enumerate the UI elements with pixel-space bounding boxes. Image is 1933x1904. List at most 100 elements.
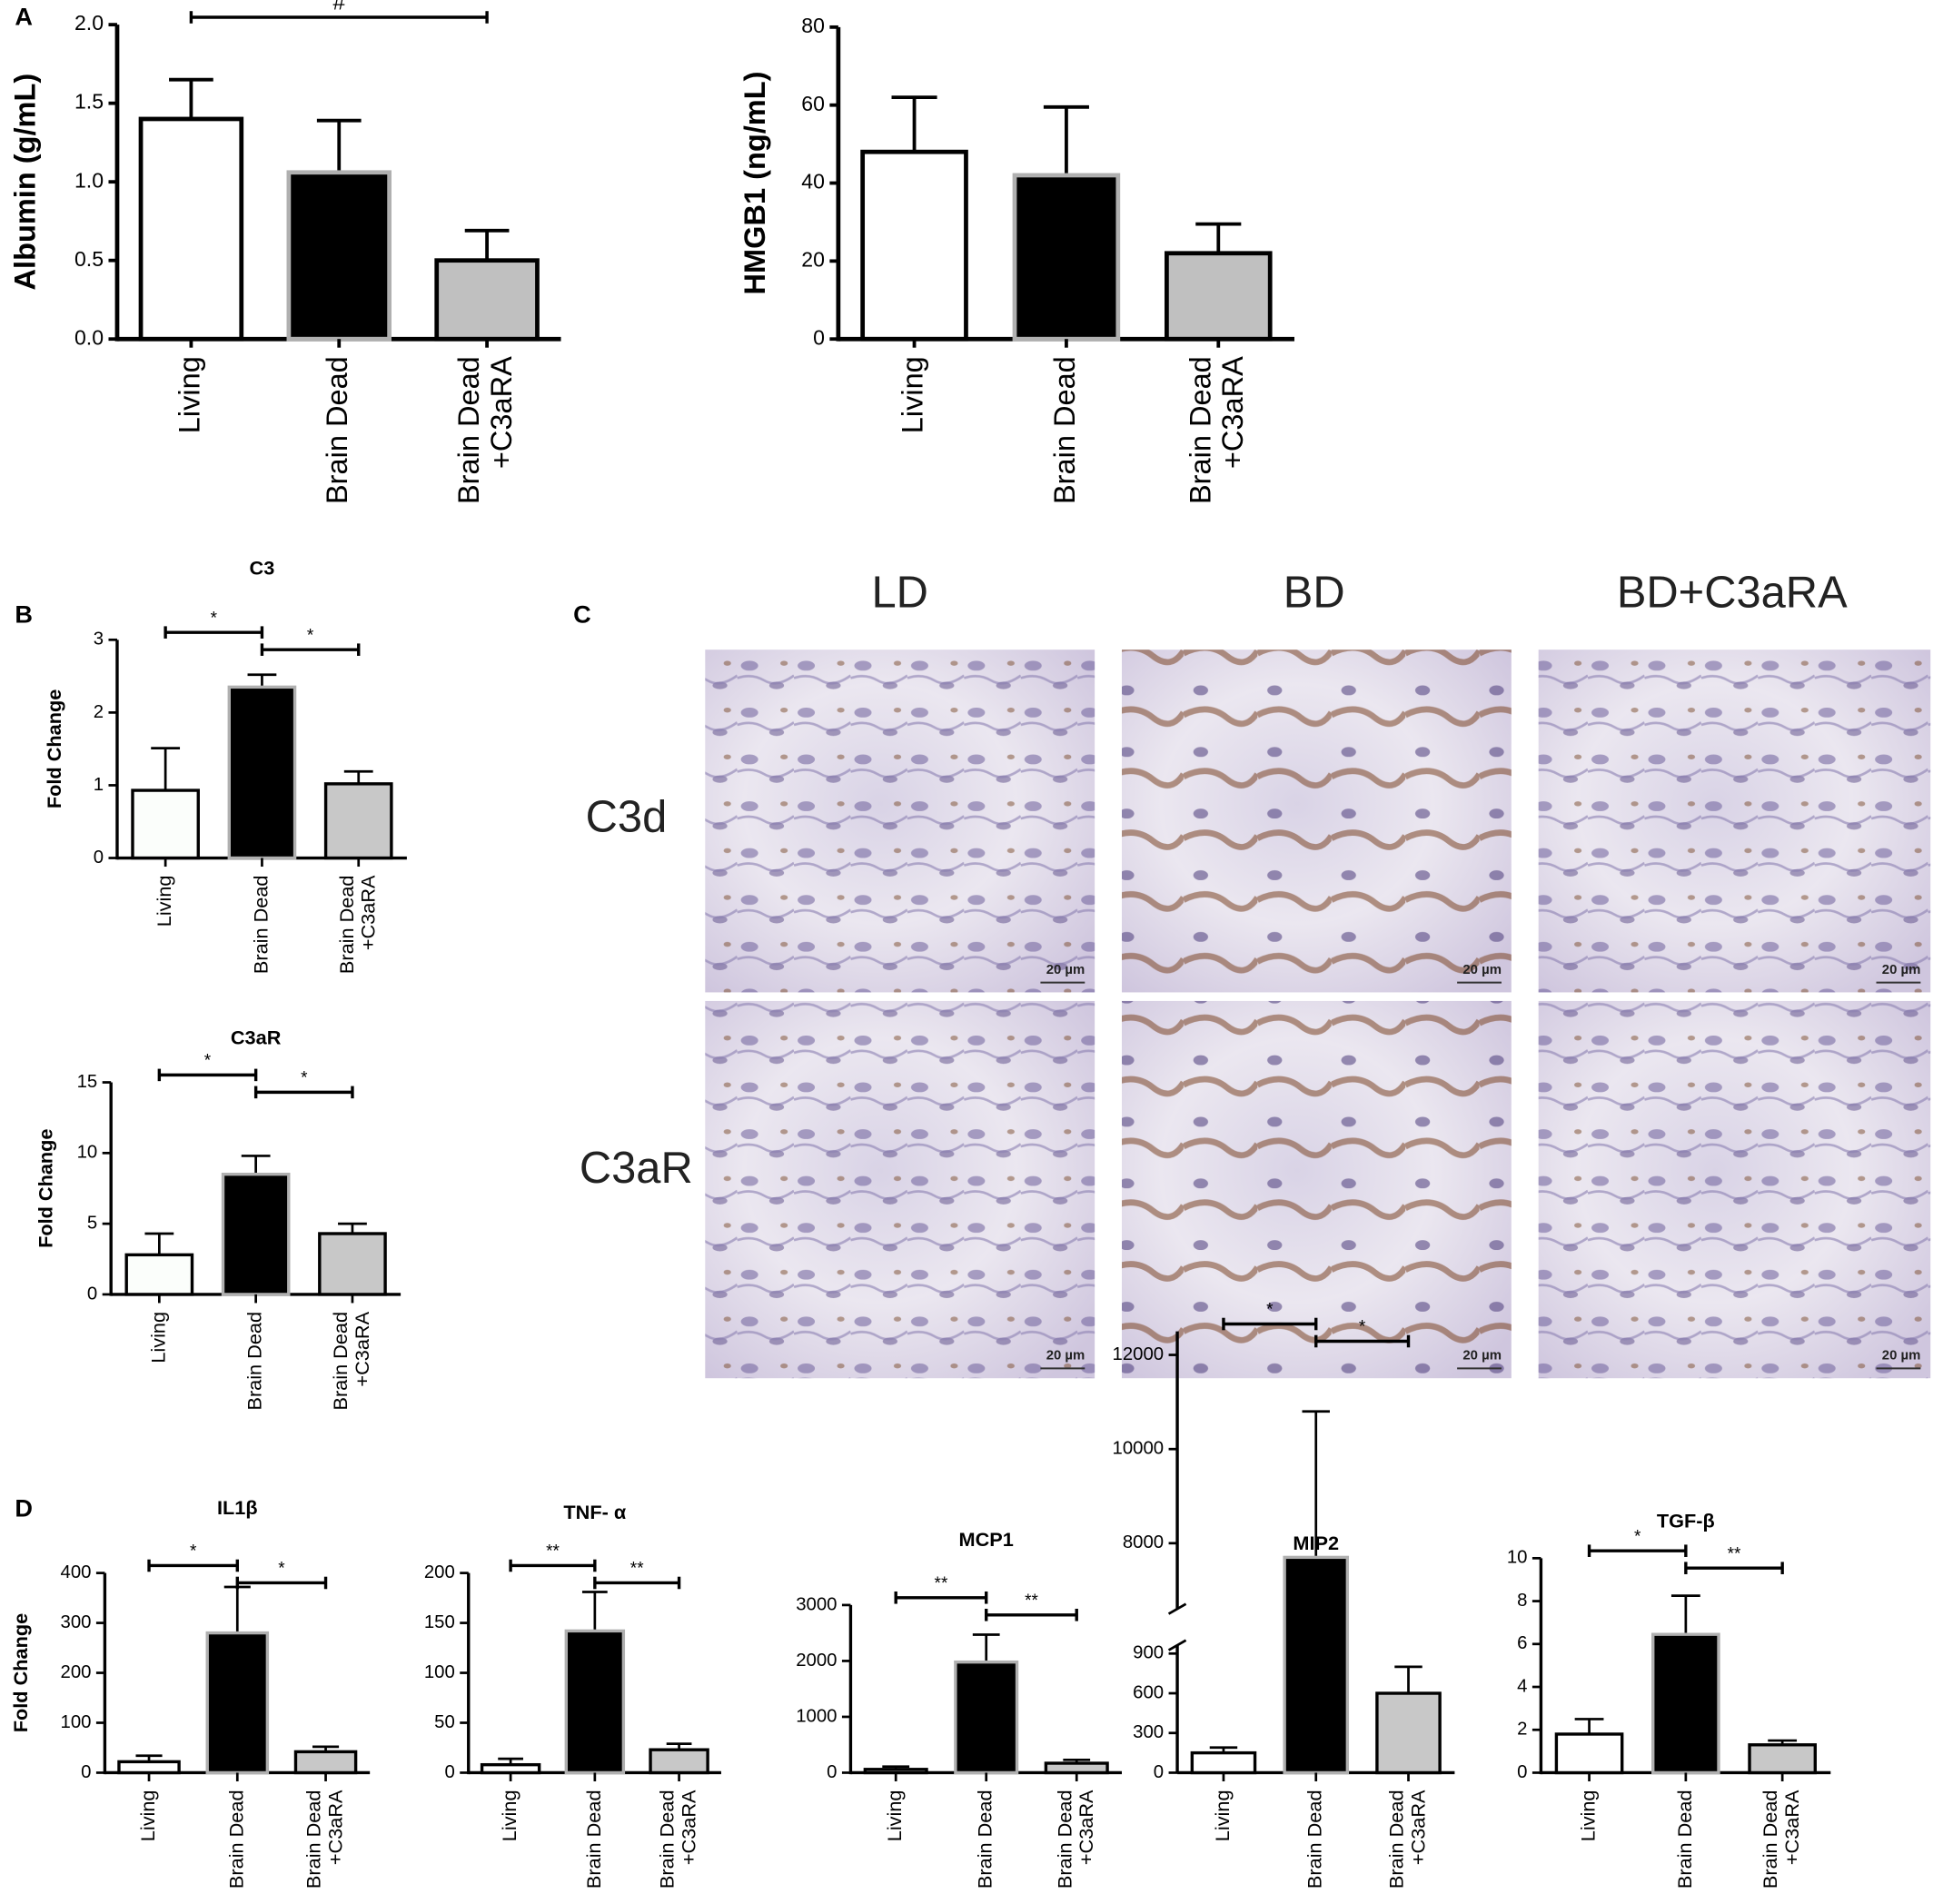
chart-title: TGF-β — [1657, 1510, 1715, 1532]
significance-label: * — [190, 1542, 197, 1562]
y-tick-label: 0 — [1154, 1762, 1164, 1782]
chart-title: TNF- α — [563, 1501, 626, 1523]
x-tick-label: Brain Dead+C3aRA — [302, 1790, 346, 1889]
bar — [863, 1768, 928, 1775]
x-tick-label: Brain Dead — [249, 876, 272, 975]
scale-bar-label: 20 µm — [1046, 962, 1085, 977]
y-axis-label: Albumin (g/mL) — [9, 74, 42, 291]
bar — [480, 1762, 541, 1775]
y-tick-label: 150 — [424, 1612, 455, 1632]
y-tick-label: 3 — [94, 630, 104, 650]
bar — [138, 116, 244, 342]
bar — [1044, 1761, 1109, 1775]
micrograph-texture — [1538, 1000, 1931, 1379]
x-tick-label: Brain Dead — [1673, 1790, 1696, 1889]
y-axis-label: Fold Change — [43, 689, 65, 808]
chart-title: C3 — [250, 557, 275, 580]
chart-title: IL1β — [217, 1496, 258, 1519]
y-tick-label: 0 — [87, 1284, 97, 1304]
y-tick-label: 300 — [61, 1612, 92, 1632]
x-tick-label: Brain Dead — [582, 1790, 605, 1889]
micrograph-grid: 20 µm 20 µm 20 µm 20 µm 20 µm 20 µm — [705, 650, 1931, 1379]
significance-label: * — [301, 1068, 308, 1087]
significance-label: ** — [935, 1574, 948, 1593]
significance-label: * — [211, 609, 218, 628]
y-tick-label: 10000 — [1113, 1439, 1165, 1459]
y-tick-label: 0.0 — [74, 325, 104, 349]
x-tick-label: Brain Dead+C3aRA — [329, 1311, 373, 1410]
y-tick-label: 0 — [94, 848, 104, 868]
y-tick-label: 50 — [434, 1712, 455, 1732]
row-label: C3aR — [580, 1144, 693, 1193]
y-tick-label: 200 — [61, 1662, 92, 1682]
bar — [649, 1748, 709, 1775]
bar — [1165, 251, 1273, 342]
bar — [1190, 1750, 1257, 1775]
x-tick-label: Brain Dead — [321, 356, 353, 504]
bar — [860, 149, 968, 342]
bar — [117, 1760, 181, 1775]
axis-break — [1167, 1639, 1187, 1651]
x-tick-label: Brain Dead+C3aRA — [655, 1790, 699, 1889]
scale-bar-label: 20 µm — [1462, 962, 1502, 977]
y-axis-label: Fold Change — [9, 1613, 32, 1732]
y-tick-label: 12000 — [1113, 1344, 1165, 1364]
x-tick-label: Living — [896, 356, 928, 433]
y-tick-label: 0.5 — [74, 247, 104, 271]
y-tick-label: 3000 — [796, 1594, 837, 1614]
y-tick-label: 80 — [801, 14, 825, 37]
y-tick-label: 1 — [94, 775, 104, 795]
y-tick-label: 10 — [1507, 1548, 1528, 1568]
y-axis-label: Fold Change — [34, 1129, 56, 1248]
scale-bar-label: 20 µm — [1462, 1348, 1502, 1364]
significance-label: * — [1359, 1318, 1366, 1337]
column-label: LD — [871, 568, 927, 617]
y-tick-label: 2.0 — [74, 11, 104, 35]
panel-label: B — [15, 600, 33, 629]
y-tick-label: 5 — [87, 1213, 97, 1233]
y-tick-label: 10 — [77, 1143, 98, 1163]
y-tick-label: 6 — [1517, 1633, 1527, 1653]
panel-label: A — [15, 3, 33, 31]
x-tick-label: Brain Dead+C3aRA — [1384, 1790, 1429, 1889]
significance-label: * — [278, 1560, 285, 1579]
y-tick-label: 4 — [1517, 1676, 1527, 1696]
y-tick-label: 60 — [801, 92, 825, 115]
significance-label: # — [332, 0, 345, 15]
significance-label: ** — [546, 1542, 560, 1562]
significance-label: * — [1634, 1527, 1641, 1546]
bar — [131, 788, 200, 860]
y-tick-label: 8000 — [1123, 1532, 1164, 1552]
bar — [1283, 1555, 1350, 1775]
y-tick-label: 1000 — [796, 1706, 837, 1726]
y-tick-label: 100 — [61, 1712, 92, 1732]
scale-bar-label: 20 µm — [1046, 1348, 1085, 1364]
significance-label: * — [204, 1051, 212, 1070]
y-tick-label: 400 — [61, 1562, 92, 1582]
bar — [221, 1172, 291, 1296]
y-tick-label: 8 — [1517, 1591, 1527, 1611]
x-tick-label: Brain Dead+C3aRA — [1184, 356, 1249, 504]
bar — [1012, 173, 1121, 342]
bar — [1748, 1743, 1817, 1775]
y-tick-label: 15 — [77, 1072, 98, 1092]
micrograph-texture — [1121, 1000, 1512, 1379]
y-tick-label: 100 — [424, 1662, 455, 1682]
column-label: BD — [1284, 568, 1345, 617]
x-tick-label: Living — [1576, 1790, 1599, 1841]
x-tick-label: Living — [173, 356, 205, 433]
y-tick-label: 0 — [827, 1762, 837, 1782]
y-tick-label: 200 — [424, 1562, 455, 1582]
scale-bar-label: 20 µm — [1882, 962, 1921, 977]
x-tick-label: Brain Dead — [1048, 356, 1081, 504]
y-tick-label: 40 — [801, 170, 825, 193]
x-tick-label: Brain Dead — [224, 1790, 247, 1889]
bar — [1375, 1691, 1442, 1775]
y-tick-label: 2000 — [796, 1651, 837, 1671]
x-tick-label: Living — [883, 1790, 906, 1841]
micrograph-texture — [1121, 650, 1512, 993]
bar — [564, 1629, 626, 1775]
x-tick-label: Brain Dead — [243, 1312, 265, 1411]
